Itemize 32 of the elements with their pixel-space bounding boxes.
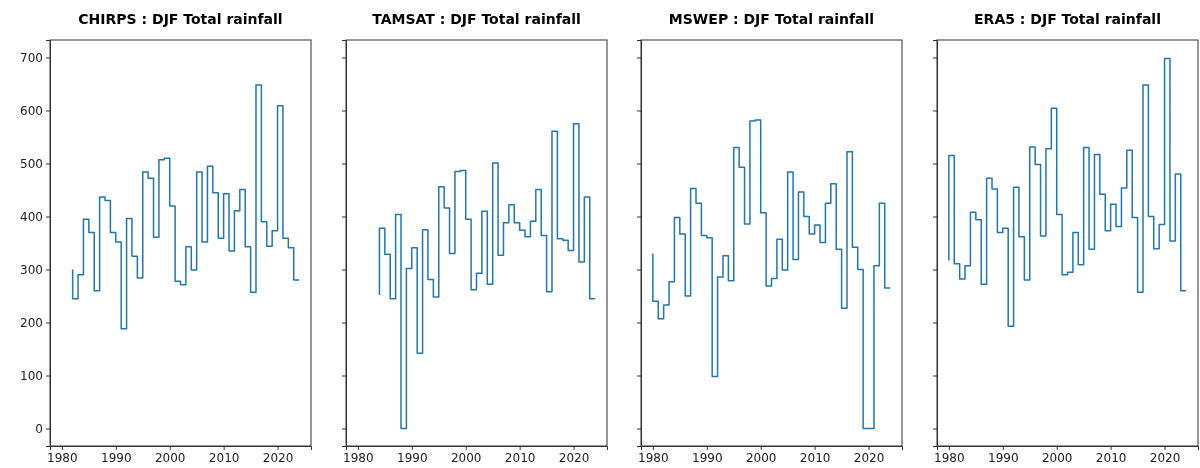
x-tick-label: 2000 bbox=[154, 450, 186, 465]
y-tick-label: 600 bbox=[20, 103, 43, 118]
x-tick-label: 2020 bbox=[262, 450, 294, 465]
x-tick-label: 2010 bbox=[1095, 450, 1127, 465]
x-tick-label: 1980 bbox=[934, 450, 965, 465]
y-tick-label: 500 bbox=[20, 156, 43, 171]
x-tick-label: 1980 bbox=[343, 450, 374, 465]
x-tick-label: 2010 bbox=[799, 450, 831, 465]
x-tick-label: 2020 bbox=[1149, 450, 1181, 465]
y-tick-label: 400 bbox=[20, 209, 43, 224]
x-tick-label: 2020 bbox=[853, 450, 885, 465]
chart-title: ERA5 : DJF Total rainfall bbox=[974, 11, 1161, 27]
x-tick-label: 1980 bbox=[638, 450, 669, 465]
x-tick-label: 1980 bbox=[47, 450, 78, 465]
chart-title: MSWEP : DJF Total rainfall bbox=[668, 11, 875, 27]
x-tick-label: 2010 bbox=[208, 450, 240, 465]
x-tick-label: 1990 bbox=[692, 450, 723, 465]
y-tick-label: 100 bbox=[20, 368, 43, 383]
x-tick-label: 1990 bbox=[988, 450, 1019, 465]
chart-title: CHIRPS : DJF Total rainfall bbox=[78, 11, 283, 27]
x-tick-label: 2000 bbox=[1041, 450, 1073, 465]
x-tick-label: 2000 bbox=[450, 450, 482, 465]
y-tick-label: 700 bbox=[20, 50, 43, 65]
y-tick-label: 300 bbox=[20, 262, 43, 277]
y-tick-label: 0 bbox=[35, 421, 43, 436]
x-tick-label: 2020 bbox=[558, 450, 590, 465]
x-tick-label: 2000 bbox=[745, 450, 777, 465]
x-tick-label: 2010 bbox=[504, 450, 536, 465]
x-tick-label: 1990 bbox=[101, 450, 132, 465]
y-tick-label: 200 bbox=[20, 315, 43, 330]
x-tick-label: 1990 bbox=[397, 450, 428, 465]
chart-title: TAMSAT : DJF Total rainfall bbox=[372, 11, 581, 27]
